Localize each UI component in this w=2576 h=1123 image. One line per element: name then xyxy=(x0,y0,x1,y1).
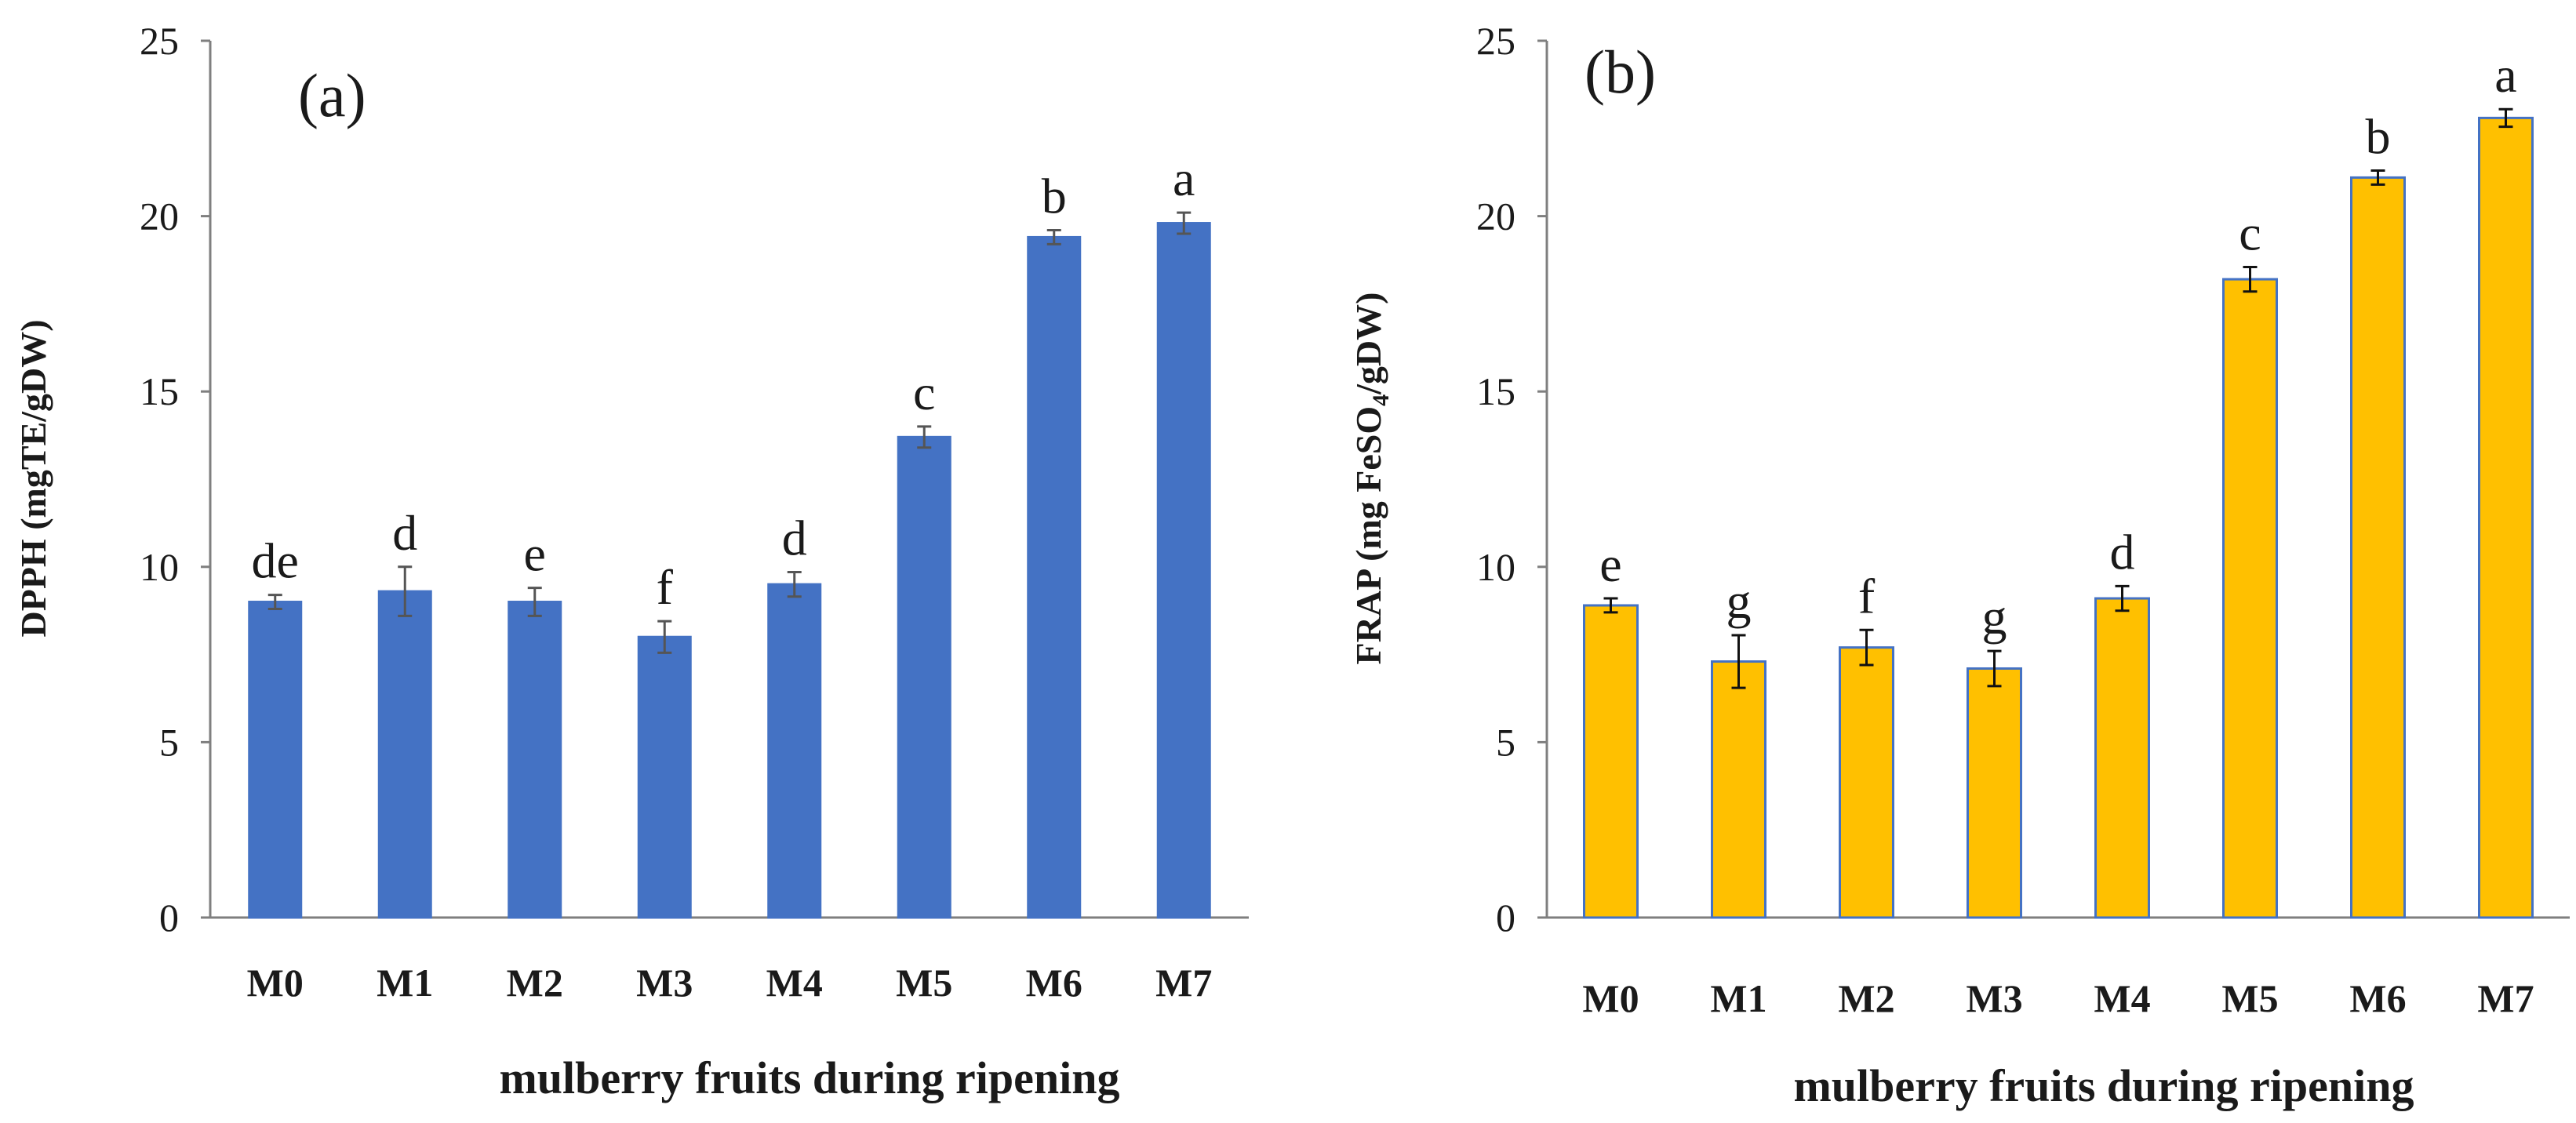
y-tick-label: 5 xyxy=(1496,720,1515,764)
y-tick-label: 15 xyxy=(140,369,179,413)
bar-m5 xyxy=(2222,278,2278,919)
significance-letter: f xyxy=(1858,568,1876,623)
significance-letter: b xyxy=(2366,108,2391,164)
y-axis-label-main: FRAP (mg FeSO xyxy=(1348,406,1388,665)
y-tick-label: 0 xyxy=(1496,896,1515,939)
bar-m0 xyxy=(1583,604,1639,919)
category-label: M5 xyxy=(896,961,952,1005)
bar-m3 xyxy=(1967,667,2022,919)
significance-letter: e xyxy=(524,526,546,582)
significance-letter: de xyxy=(252,533,299,589)
y-ticks: 0 5 10 15 20 25 xyxy=(1476,19,1547,939)
y-tick-label: 20 xyxy=(1476,194,1515,238)
y-axis-label-tail: /gDW) xyxy=(1348,293,1388,395)
category-label: M3 xyxy=(1966,976,2022,1020)
bar-m1 xyxy=(1711,660,1766,919)
y-tick-label: 10 xyxy=(140,545,179,589)
bar-m0 xyxy=(248,601,303,919)
category-label: M0 xyxy=(1582,976,1639,1020)
bar-m6 xyxy=(1027,235,1082,919)
bar-m6 xyxy=(2350,176,2406,919)
significance-letter: e xyxy=(1599,536,1621,592)
bar-m7 xyxy=(2478,116,2534,919)
bars: e M0 g M1 f M2 g M3 d M4 c M5 b M6 a M7 xyxy=(1582,47,2534,1020)
significance-letter: c xyxy=(2239,205,2261,260)
bar-m7 xyxy=(1156,222,1211,919)
x-axis-label: mulberry fruits during ripening xyxy=(1793,1060,2414,1111)
category-label: M1 xyxy=(377,961,433,1005)
y-tick-label: 20 xyxy=(140,194,179,238)
bar-m2 xyxy=(1839,646,1894,919)
significance-letter: d xyxy=(2110,524,2135,580)
category-label: M1 xyxy=(1710,976,1766,1020)
significance-letter: g xyxy=(1726,573,1752,629)
y-tick-label: 25 xyxy=(140,19,179,63)
category-label: M6 xyxy=(2349,976,2406,1020)
category-label: M2 xyxy=(507,961,563,1005)
y-axis-label: DPPH (mgTE/gDW) xyxy=(13,319,53,637)
category-label: M3 xyxy=(636,961,693,1005)
bar-m1 xyxy=(377,590,432,919)
category-label: M5 xyxy=(2221,976,2278,1020)
category-label: M7 xyxy=(2477,976,2534,1020)
y-ticks: 0 5 10 15 20 25 xyxy=(140,19,210,939)
y-tick-label: 25 xyxy=(1476,19,1515,63)
bars: de M0 d M1 e M2 f M3 d M4 c M5 b M6 a M7 xyxy=(247,151,1213,1005)
panel-label: (b) xyxy=(1585,38,1656,106)
category-label: M4 xyxy=(766,961,823,1005)
chart-a-dpph: (a) DPPH (mgTE/gDW) mulberry fruits duri… xyxy=(13,19,1249,1103)
category-label: M2 xyxy=(1838,976,1894,1020)
bar-m5 xyxy=(897,435,951,919)
bar-m3 xyxy=(637,635,692,919)
bar-m2 xyxy=(508,601,562,919)
significance-letter: a xyxy=(2494,47,2516,103)
category-label: M0 xyxy=(247,961,304,1005)
category-label: M7 xyxy=(1155,961,1212,1005)
significance-letter: g xyxy=(1982,589,2007,645)
y-tick-label: 5 xyxy=(159,720,179,764)
chart-b-frap: (b) FRAP (mg FeSO4/gDW) mulberry fruits … xyxy=(1348,19,2570,1111)
y-axis-label: FRAP (mg FeSO4/gDW) xyxy=(1348,293,1394,665)
category-label: M4 xyxy=(2094,976,2150,1020)
bar-m4 xyxy=(767,583,822,919)
significance-letter: d xyxy=(782,511,807,566)
y-axis-label-subscript: 4 xyxy=(1368,394,1394,406)
significance-letter: f xyxy=(657,559,674,615)
y-tick-label: 10 xyxy=(1476,545,1515,589)
panel-label: (a) xyxy=(298,61,366,129)
significance-letter: b xyxy=(1042,168,1067,224)
category-label: M6 xyxy=(1026,961,1082,1005)
bar-m4 xyxy=(2094,597,2150,919)
significance-letter: c xyxy=(913,365,935,420)
x-axis-label: mulberry fruits during ripening xyxy=(499,1052,1119,1103)
significance-letter: a xyxy=(1173,151,1195,206)
y-tick-label: 15 xyxy=(1476,369,1515,413)
significance-letter: d xyxy=(392,505,417,561)
y-tick-label: 0 xyxy=(159,896,179,939)
